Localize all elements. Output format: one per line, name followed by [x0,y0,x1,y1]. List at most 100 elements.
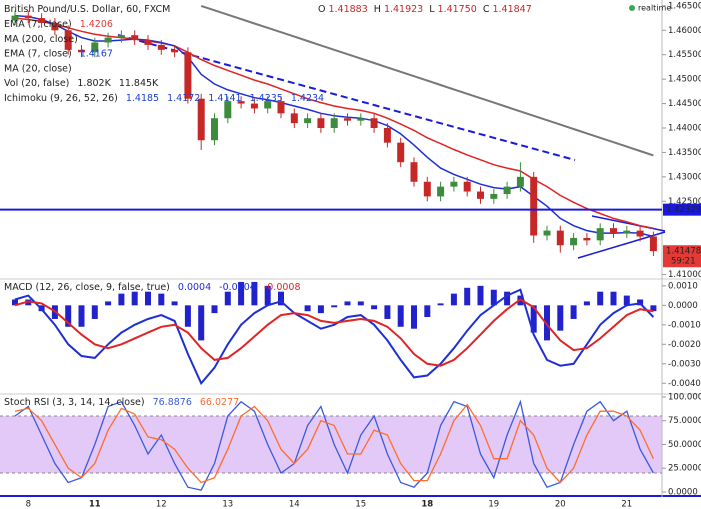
candle-body [423,181,431,197]
hline-label-bg [663,203,701,216]
ohlc-key: H [374,4,381,15]
histogram-bar [78,305,85,327]
candle-body [304,118,312,124]
last-price-bg [663,245,701,268]
candle-body [490,193,498,199]
ohlc-key: L [429,4,435,15]
candle-body [556,230,564,246]
study-value: 11.845K [119,78,159,89]
histogram-bar [131,291,138,306]
study-value: 1.802K [77,78,111,89]
legend-name: MA (20, close) [4,63,72,74]
candle-body [38,18,46,23]
legend-row: EMA (7, close) 1.4167 [4,48,113,59]
y-tick-label: 100.0000 [668,392,701,402]
histogram-bar [184,305,191,327]
ohlc-legend: O 1.41883 H 1.41923 L 1.41750 C 1.41847 [318,4,532,15]
candle-body [78,49,85,53]
histogram-bar [490,289,497,306]
histogram-bar [118,293,125,306]
histogram-bar [264,285,271,306]
indicator-line [200,4,654,157]
candle-body [623,230,631,234]
ohlc-value: 1.41750 [438,4,477,15]
candle-body [131,35,139,41]
x-tick-label: 12 [156,500,167,509]
histogram-bar [397,305,404,327]
legend-value: 0.0004 [178,282,211,293]
histogram-bar [464,287,471,306]
study-value: 1.4206 [80,19,113,30]
y-tick-label: 1.41000 [668,270,701,280]
candle-body [24,15,32,19]
legend-row: MA (20, close) [4,63,72,74]
histogram-bar [583,301,590,306]
candle-body [437,186,445,197]
y-tick-label: 1.46500 [668,1,701,11]
ohlc-key: C [483,4,490,15]
candle-body [570,237,578,246]
candle-body [237,101,245,104]
y-tick-label: -0.0010 [668,320,701,330]
histogram-bar [304,305,311,312]
candle-body [543,230,551,236]
histogram-bar [344,301,351,306]
candle-body [344,118,351,121]
histogram-bar [411,305,417,329]
histogram-bar [570,305,577,319]
histogram-bar [145,291,151,306]
x-tick-label: 8 [26,500,31,509]
legend-row: Stoch RSI (3, 3, 14, 14, close) 76.8876 66… [4,397,239,408]
y-tick-label: 0.0000 [668,301,698,311]
last-price: 1.41478 [666,247,701,257]
candle-body [503,186,511,194]
candle-body [197,98,205,141]
y-tick-label: 1.43500 [668,148,701,158]
x-tick-label: 19 [488,500,499,509]
legend-name: Ichimoku (9, 26, 52, 26) [4,93,118,104]
candle-body [317,118,325,129]
y-tick-label: 1.42500 [668,197,701,207]
study-value: 1.4167 [80,48,113,59]
histogram-bar [171,301,178,306]
ohlc-key: O [318,4,325,15]
histogram-bar [65,305,72,327]
y-tick-label: 75.0000 [668,416,701,426]
candle-body [264,101,272,109]
y-tick-label: 1.45500 [668,50,701,60]
study-value: 1.4172 [167,93,200,104]
status: realtime [638,4,671,13]
candle-body [516,176,524,187]
histogram-bar [384,305,391,319]
histogram-bar [557,305,564,331]
candle-body [357,118,365,121]
candle-body [450,181,458,187]
candle-body [477,191,484,199]
legend-name: EMA (7, close) [4,48,72,59]
x-tick-label: 15 [355,500,366,509]
ohlc-value: 1.41847 [492,4,531,15]
legend-name: MACD (12, 26, close, 9, false, true) [4,282,170,293]
candle-body [277,101,285,114]
y-tick-label: 1.46000 [668,26,701,36]
study-value: 1.4141 [208,93,241,104]
histogram-bar [158,293,165,306]
histogram-bar [238,281,245,306]
histogram-bar [357,301,364,306]
histogram-bar [530,305,537,333]
candle-body [11,15,19,21]
histogram-bar [251,281,258,306]
candle-body [144,40,152,45]
y-tick-label: 0.0010 [668,281,698,291]
candle-body [596,228,604,241]
y-tick-label: -0.0040 [668,379,701,389]
ohlc-value: 1.41923 [384,4,423,15]
legend-value: 76.8876 [153,397,192,408]
candle-body [211,118,218,141]
candle-body [51,22,59,31]
x-tick-label: 14 [289,500,300,509]
histogram-bar [331,305,338,308]
legend-name: Vol (20, false) [4,78,69,89]
x-tick-label: 13 [222,500,233,509]
legend-value: -0.0004 [219,282,256,293]
